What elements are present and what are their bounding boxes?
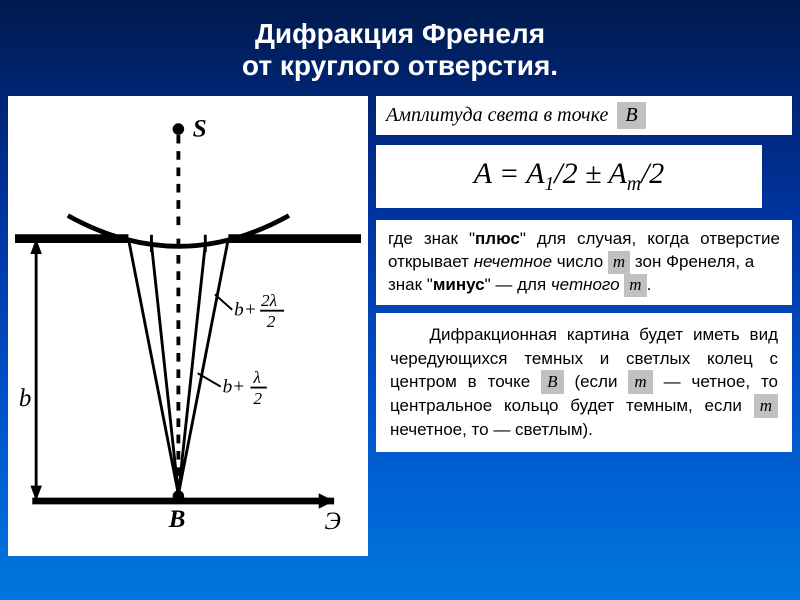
label-B: B <box>168 506 186 533</box>
amp-header-B: B <box>617 102 645 129</box>
title-line-1: Дифракция Френеля <box>20 18 780 50</box>
svg-text:λ: λ <box>252 368 261 387</box>
text-panel: Амплитуда света в точке B A = A1/2 ± Am/… <box>376 96 792 556</box>
fresnel-diagram: S <box>15 107 361 549</box>
svg-text:2: 2 <box>267 312 276 331</box>
explanation-sign: где знак "плюс" для случая, когда отверс… <box>376 220 792 305</box>
formula-expr: A = A1/2 ± Am/2 <box>474 157 665 190</box>
diagram-panel: S <box>8 96 368 556</box>
svg-text:2: 2 <box>253 389 262 408</box>
title-line-2: от круглого отверстия. <box>20 50 780 82</box>
amplitude-header: Амплитуда света в точке B <box>376 96 792 135</box>
svg-text:b+: b+ <box>234 300 257 321</box>
svg-text:b+: b+ <box>223 376 246 397</box>
label-S: S <box>193 116 207 143</box>
explanation-pattern: Дифракционная картина будет иметь вид че… <box>376 313 792 452</box>
label-b: b <box>19 385 31 412</box>
amp-header-text: Амплитуда света в точке <box>386 104 608 126</box>
diagram-box: S <box>8 96 368 556</box>
amplitude-formula: A = A1/2 ± Am/2 <box>376 145 762 208</box>
content-area: S <box>0 96 800 556</box>
slide-title: Дифракция Френеля от круглого отверстия. <box>0 0 800 96</box>
label-E: Э <box>324 508 340 535</box>
svg-text:2λ: 2λ <box>261 291 278 310</box>
